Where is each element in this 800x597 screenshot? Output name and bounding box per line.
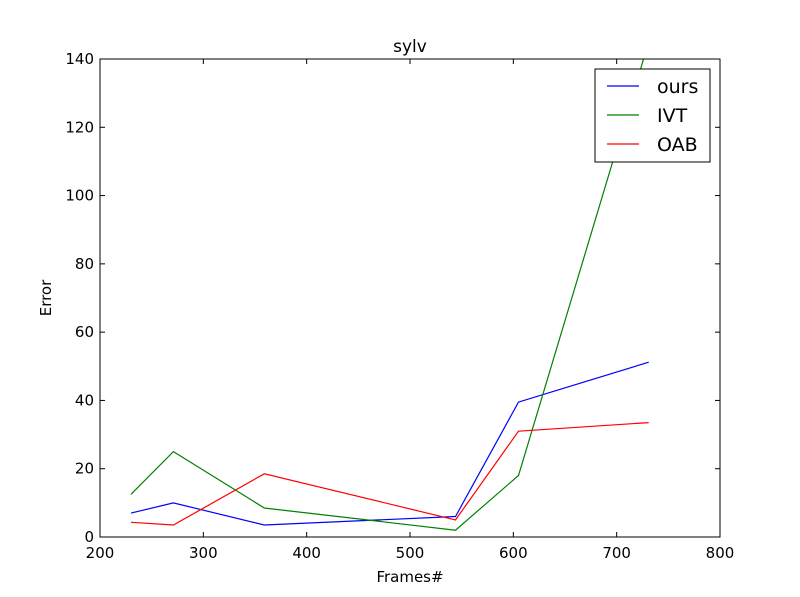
- legend-label-oab: OAB: [657, 134, 698, 156]
- x-tick-label: 800: [706, 544, 735, 562]
- legend: ours IVT OAB: [594, 68, 711, 163]
- series-line-oab: [130, 422, 649, 526]
- x-tick-label: 200: [86, 544, 115, 562]
- y-tick-label: 20: [75, 460, 94, 478]
- y-tick-label: 80: [75, 255, 94, 273]
- legend-label-ours: ours: [657, 76, 698, 98]
- series-lines: [130, 59, 649, 531]
- x-axis-label: Frames#: [376, 568, 443, 586]
- y-tick-label: 120: [65, 118, 94, 136]
- y-tick-label: 140: [65, 50, 94, 68]
- series-line-ivt: [130, 59, 645, 531]
- legend-label-ivt: IVT: [657, 105, 688, 127]
- x-tick-label: 600: [499, 544, 528, 562]
- chart-title: sylv: [393, 37, 427, 57]
- y-tick-label: 100: [65, 187, 94, 205]
- y-tick-label: 0: [84, 528, 94, 546]
- x-tick-label: 700: [602, 544, 631, 562]
- x-tick-label: 400: [292, 544, 321, 562]
- y-axis-label: Error: [37, 279, 55, 316]
- x-tick-label: 500: [396, 544, 425, 562]
- x-tick-label: 300: [189, 544, 218, 562]
- series-line-ours: [130, 361, 649, 526]
- axis-ticks: 200 300 400 500 600 700 800 0 20 40 60 80 100 120 140: [65, 50, 734, 562]
- y-tick-label: 40: [75, 391, 94, 409]
- y-tick-label: 60: [75, 323, 94, 341]
